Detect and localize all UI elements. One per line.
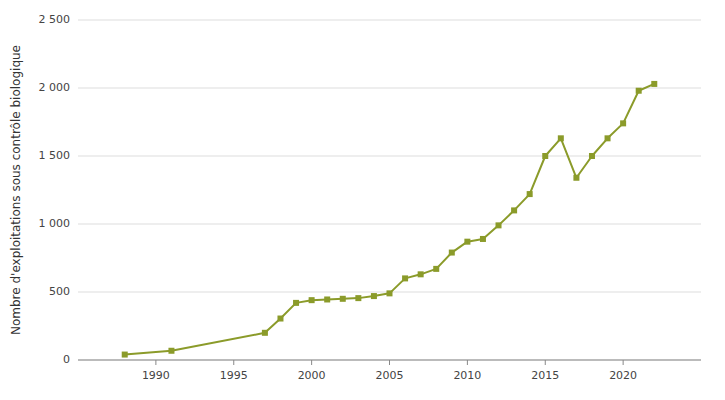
- x-tick-label: 2005: [376, 369, 404, 382]
- x-tick: [467, 360, 468, 365]
- x-tick-label: 1990: [142, 369, 170, 382]
- marker: [636, 88, 642, 94]
- marker: [418, 271, 424, 277]
- marker: [496, 222, 502, 228]
- marker: [558, 135, 564, 141]
- marker: [324, 296, 330, 302]
- y-tick-label: 2 500: [39, 13, 71, 26]
- marker: [293, 300, 299, 306]
- marker: [480, 236, 486, 242]
- marker: [589, 153, 595, 159]
- x-tick: [233, 360, 234, 365]
- marker: [605, 135, 611, 141]
- marker: [262, 330, 268, 336]
- y-tick-label: 500: [49, 285, 70, 298]
- marker: [122, 352, 128, 358]
- grid-line: [78, 20, 701, 21]
- marker: [402, 275, 408, 281]
- series: [122, 81, 658, 358]
- y-grid: [78, 20, 701, 360]
- y-tick-label: 1 500: [39, 149, 71, 162]
- grid-line: [78, 224, 701, 225]
- y-tick-label: 1 000: [39, 217, 71, 230]
- marker: [527, 191, 533, 197]
- y-tick-label: 0: [63, 353, 70, 366]
- line: [125, 84, 655, 355]
- marker: [573, 175, 579, 181]
- chart: 0 500 1 000 1 500 2 000 2 500 1990 1995 2000 2005…: [0, 0, 725, 400]
- x-tick-label: 2010: [453, 369, 481, 382]
- marker: [309, 297, 315, 303]
- y-tick-label: 2 000: [39, 81, 71, 94]
- marker: [433, 266, 439, 272]
- marker: [620, 120, 626, 126]
- marker: [277, 316, 283, 322]
- marker: [449, 250, 455, 256]
- x-tick-label: 2000: [298, 369, 326, 382]
- x-tick: [155, 360, 156, 365]
- x-tick: [389, 360, 390, 365]
- y-axis-label: Nombre d'exploitations sous contrôle bio…: [9, 45, 23, 335]
- grid-line: [78, 88, 701, 89]
- marker: [651, 81, 657, 87]
- x-tick-label: 2015: [531, 369, 559, 382]
- marker: [464, 239, 470, 245]
- marker: [340, 296, 346, 302]
- x-tick-label: 2020: [609, 369, 637, 382]
- marker: [168, 348, 174, 354]
- x-tick-label: 1995: [220, 369, 248, 382]
- x-tick: [311, 360, 312, 365]
- y-tick-labels: 0 500 1 000 1 500 2 000 2 500: [39, 13, 71, 366]
- marker: [511, 207, 517, 213]
- marker: [371, 293, 377, 299]
- marker: [355, 295, 361, 301]
- x-tick: [623, 360, 624, 365]
- marker: [387, 290, 393, 296]
- grid-line: [78, 156, 701, 157]
- x-axis: 1990 1995 2000 2005 2010 2015 2020: [78, 360, 701, 382]
- x-tick: [545, 360, 546, 365]
- marker: [542, 153, 548, 159]
